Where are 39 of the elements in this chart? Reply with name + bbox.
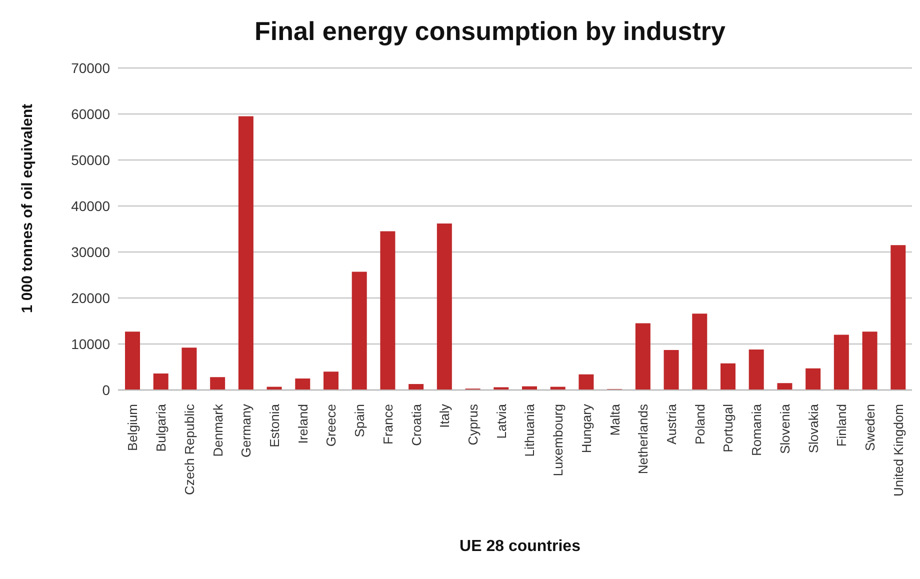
x-tick-label: Finland — [834, 404, 850, 447]
x-tick-label: Lithuania — [522, 403, 538, 457]
x-tick-label: Bulgaria — [154, 403, 169, 452]
x-tick-label: Cyprus — [465, 404, 480, 446]
x-tick-label: Poland — [692, 404, 708, 444]
chart-title: Final energy consumption by industry — [254, 16, 726, 47]
y-tick-label: 0 — [102, 382, 110, 398]
x-tick-label: Latvia — [494, 403, 509, 439]
x-tick-label: Austria — [664, 403, 679, 444]
x-tick-label: Croatia — [408, 403, 424, 446]
x-tick-label: United Kingdom — [890, 404, 906, 496]
x-tick-label: Netherlands — [636, 404, 651, 474]
x-tick-label: Estonia — [266, 403, 282, 448]
y-tick-label: 10000 — [71, 336, 110, 352]
y-tick-label: 40000 — [71, 198, 110, 214]
x-tick-label: Germany — [238, 404, 254, 458]
x-tick-label: Belgium — [125, 404, 140, 451]
x-tick-label: Slovakia — [806, 403, 821, 454]
y-tick-label: 30000 — [71, 244, 110, 260]
x-tick-label: Czech Republic — [182, 404, 197, 496]
x-tick-label: Portugal — [720, 404, 736, 452]
x-tick-label: Romania — [749, 403, 764, 456]
x-axis-title: UE 28 countries — [458, 538, 582, 556]
x-tick-label: Luxembourg — [550, 404, 566, 476]
x-tick-label: Italy — [437, 404, 452, 428]
y-tick-label: 20000 — [71, 290, 110, 306]
x-tick-label: Ireland — [295, 404, 310, 444]
y-tick-label: 50000 — [71, 152, 110, 168]
y-tick-label: 70000 — [71, 60, 110, 76]
x-tick-label: Malta — [607, 403, 622, 436]
y-axis-title: 1 000 tonnes of oil equivalent — [20, 103, 36, 313]
x-tick-label: Hungary — [578, 404, 594, 454]
x-tick-label: Greece — [324, 404, 339, 447]
x-tick-label: Denmark — [210, 404, 226, 457]
x-tick-label: Spain — [352, 404, 368, 438]
x-tick-label: France — [380, 404, 396, 444]
y-tick-label: 60000 — [71, 106, 110, 122]
x-tick-label: Sweden — [862, 404, 878, 451]
x-tick-label: Slovenia — [777, 403, 792, 454]
